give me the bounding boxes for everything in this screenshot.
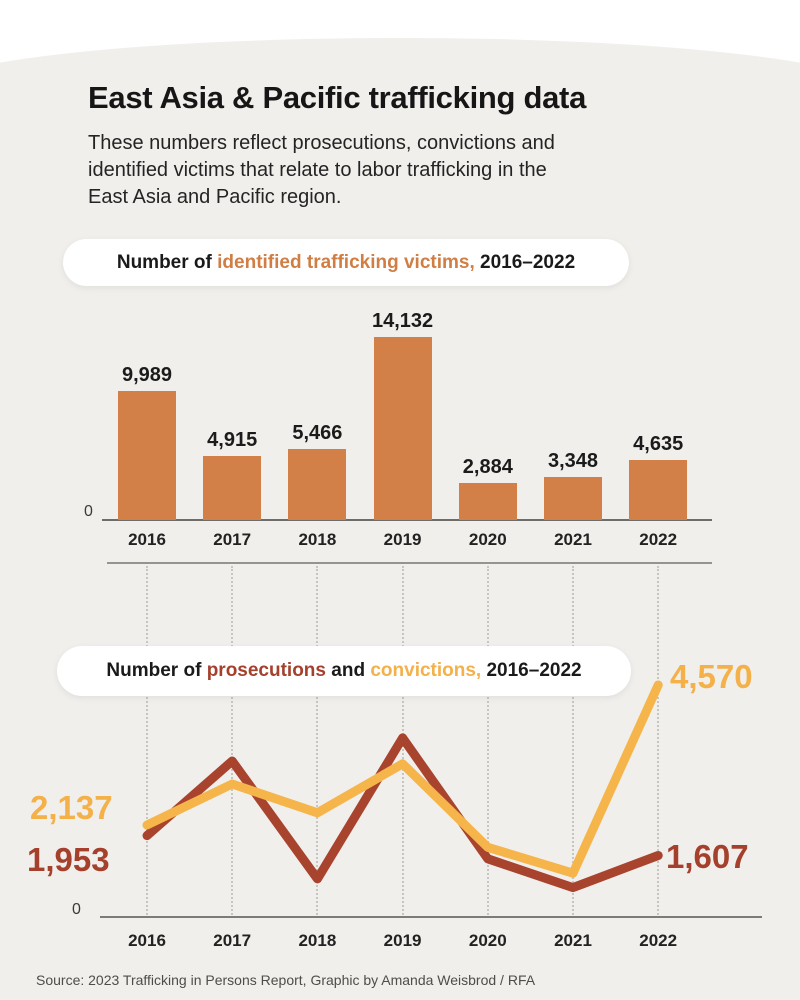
bar-value-label-2021: 3,348 xyxy=(547,449,599,472)
line-year-label-2016: 2016 xyxy=(128,931,166,950)
page-subtitle: These numbers reflect prosecutions, conv… xyxy=(88,132,555,208)
convictions-line xyxy=(142,680,663,878)
line-year-label-2021: 2021 xyxy=(554,931,592,950)
law-heading-mid: and xyxy=(326,660,371,681)
bar-value-label-2016: 9,989 xyxy=(121,363,173,386)
dotted-gridline-2021 xyxy=(572,566,574,918)
victims-heading-highlight: identified trafficking victims, xyxy=(217,251,475,273)
bar-year-label-2017: 2017 xyxy=(213,530,252,549)
victims-heading-suffix: 2016–2022 xyxy=(474,251,576,273)
bar-value-label-2022: 4,635 xyxy=(633,433,684,455)
line-year-label-2017: 2017 xyxy=(213,931,252,950)
dotted-gridline-2022 xyxy=(657,566,660,918)
bar-2021 xyxy=(544,476,602,520)
line-axis-zero-label: 0 xyxy=(72,901,81,918)
victims-heading-prefix: Number of xyxy=(116,251,218,273)
dotted-gridline-2017 xyxy=(231,566,234,918)
bar-value-label-2020: 2,884 xyxy=(462,455,513,478)
law-heading-suffix: 2016–2022 xyxy=(481,660,582,681)
bar-2019 xyxy=(373,337,432,520)
dotted-gridline-2020 xyxy=(486,566,489,918)
bar-axis-zero-label: 0 xyxy=(84,503,93,520)
bar-axis-underline xyxy=(107,562,712,564)
bar-2022 xyxy=(629,460,688,520)
bar-year-label-2016: 2016 xyxy=(128,530,166,549)
line-year-label-2019: 2019 xyxy=(383,931,422,950)
convictions-start-label: 2,137 xyxy=(30,789,113,826)
dotted-gridline-2016 xyxy=(146,566,148,918)
victims-chart-heading: Number of identified trafficking victims… xyxy=(63,239,629,286)
prosecutions-end-label: 1,607 xyxy=(666,838,749,875)
line-axis-line xyxy=(100,916,762,918)
law-heading-prefix: Number of xyxy=(106,660,207,681)
source-text: Source: 2023 Trafficking in Persons Repo… xyxy=(36,972,536,988)
bar-year-label-2021: 2021 xyxy=(554,530,592,549)
prosecutions-convictions-heading: Number of prosecutions and convictions, … xyxy=(57,646,631,696)
prosecutions-line xyxy=(142,733,663,893)
bar-2017 xyxy=(203,456,262,520)
law-heading-prosecutions: prosecutions xyxy=(206,660,326,681)
line-year-label-2022: 2022 xyxy=(639,931,678,950)
bar-axis-line xyxy=(102,519,712,521)
prosecutions-start-label: 1,953 xyxy=(27,841,110,878)
law-heading-convictions: convictions, xyxy=(370,660,482,681)
bar-value-label-2018: 5,466 xyxy=(292,422,343,445)
bar-2016 xyxy=(118,390,176,520)
line-year-label-2018: 2018 xyxy=(298,931,337,950)
bar-value-label-2019: 14,132 xyxy=(372,310,434,332)
bar-2020 xyxy=(458,482,517,520)
bar-value-label-2017: 4,915 xyxy=(207,429,258,452)
bar-year-label-2019: 2019 xyxy=(383,530,422,549)
bar-year-label-2020: 2020 xyxy=(468,530,507,549)
convictions-end-label: 4,570 xyxy=(670,658,753,695)
bar-2018 xyxy=(288,449,347,520)
bar-year-label-2018: 2018 xyxy=(298,530,337,549)
dotted-gridline-2018 xyxy=(316,566,319,918)
page-title: East Asia & Pacific trafficking data xyxy=(88,80,587,115)
bar-year-label-2022: 2022 xyxy=(639,530,678,549)
line-year-label-2020: 2020 xyxy=(468,931,507,950)
